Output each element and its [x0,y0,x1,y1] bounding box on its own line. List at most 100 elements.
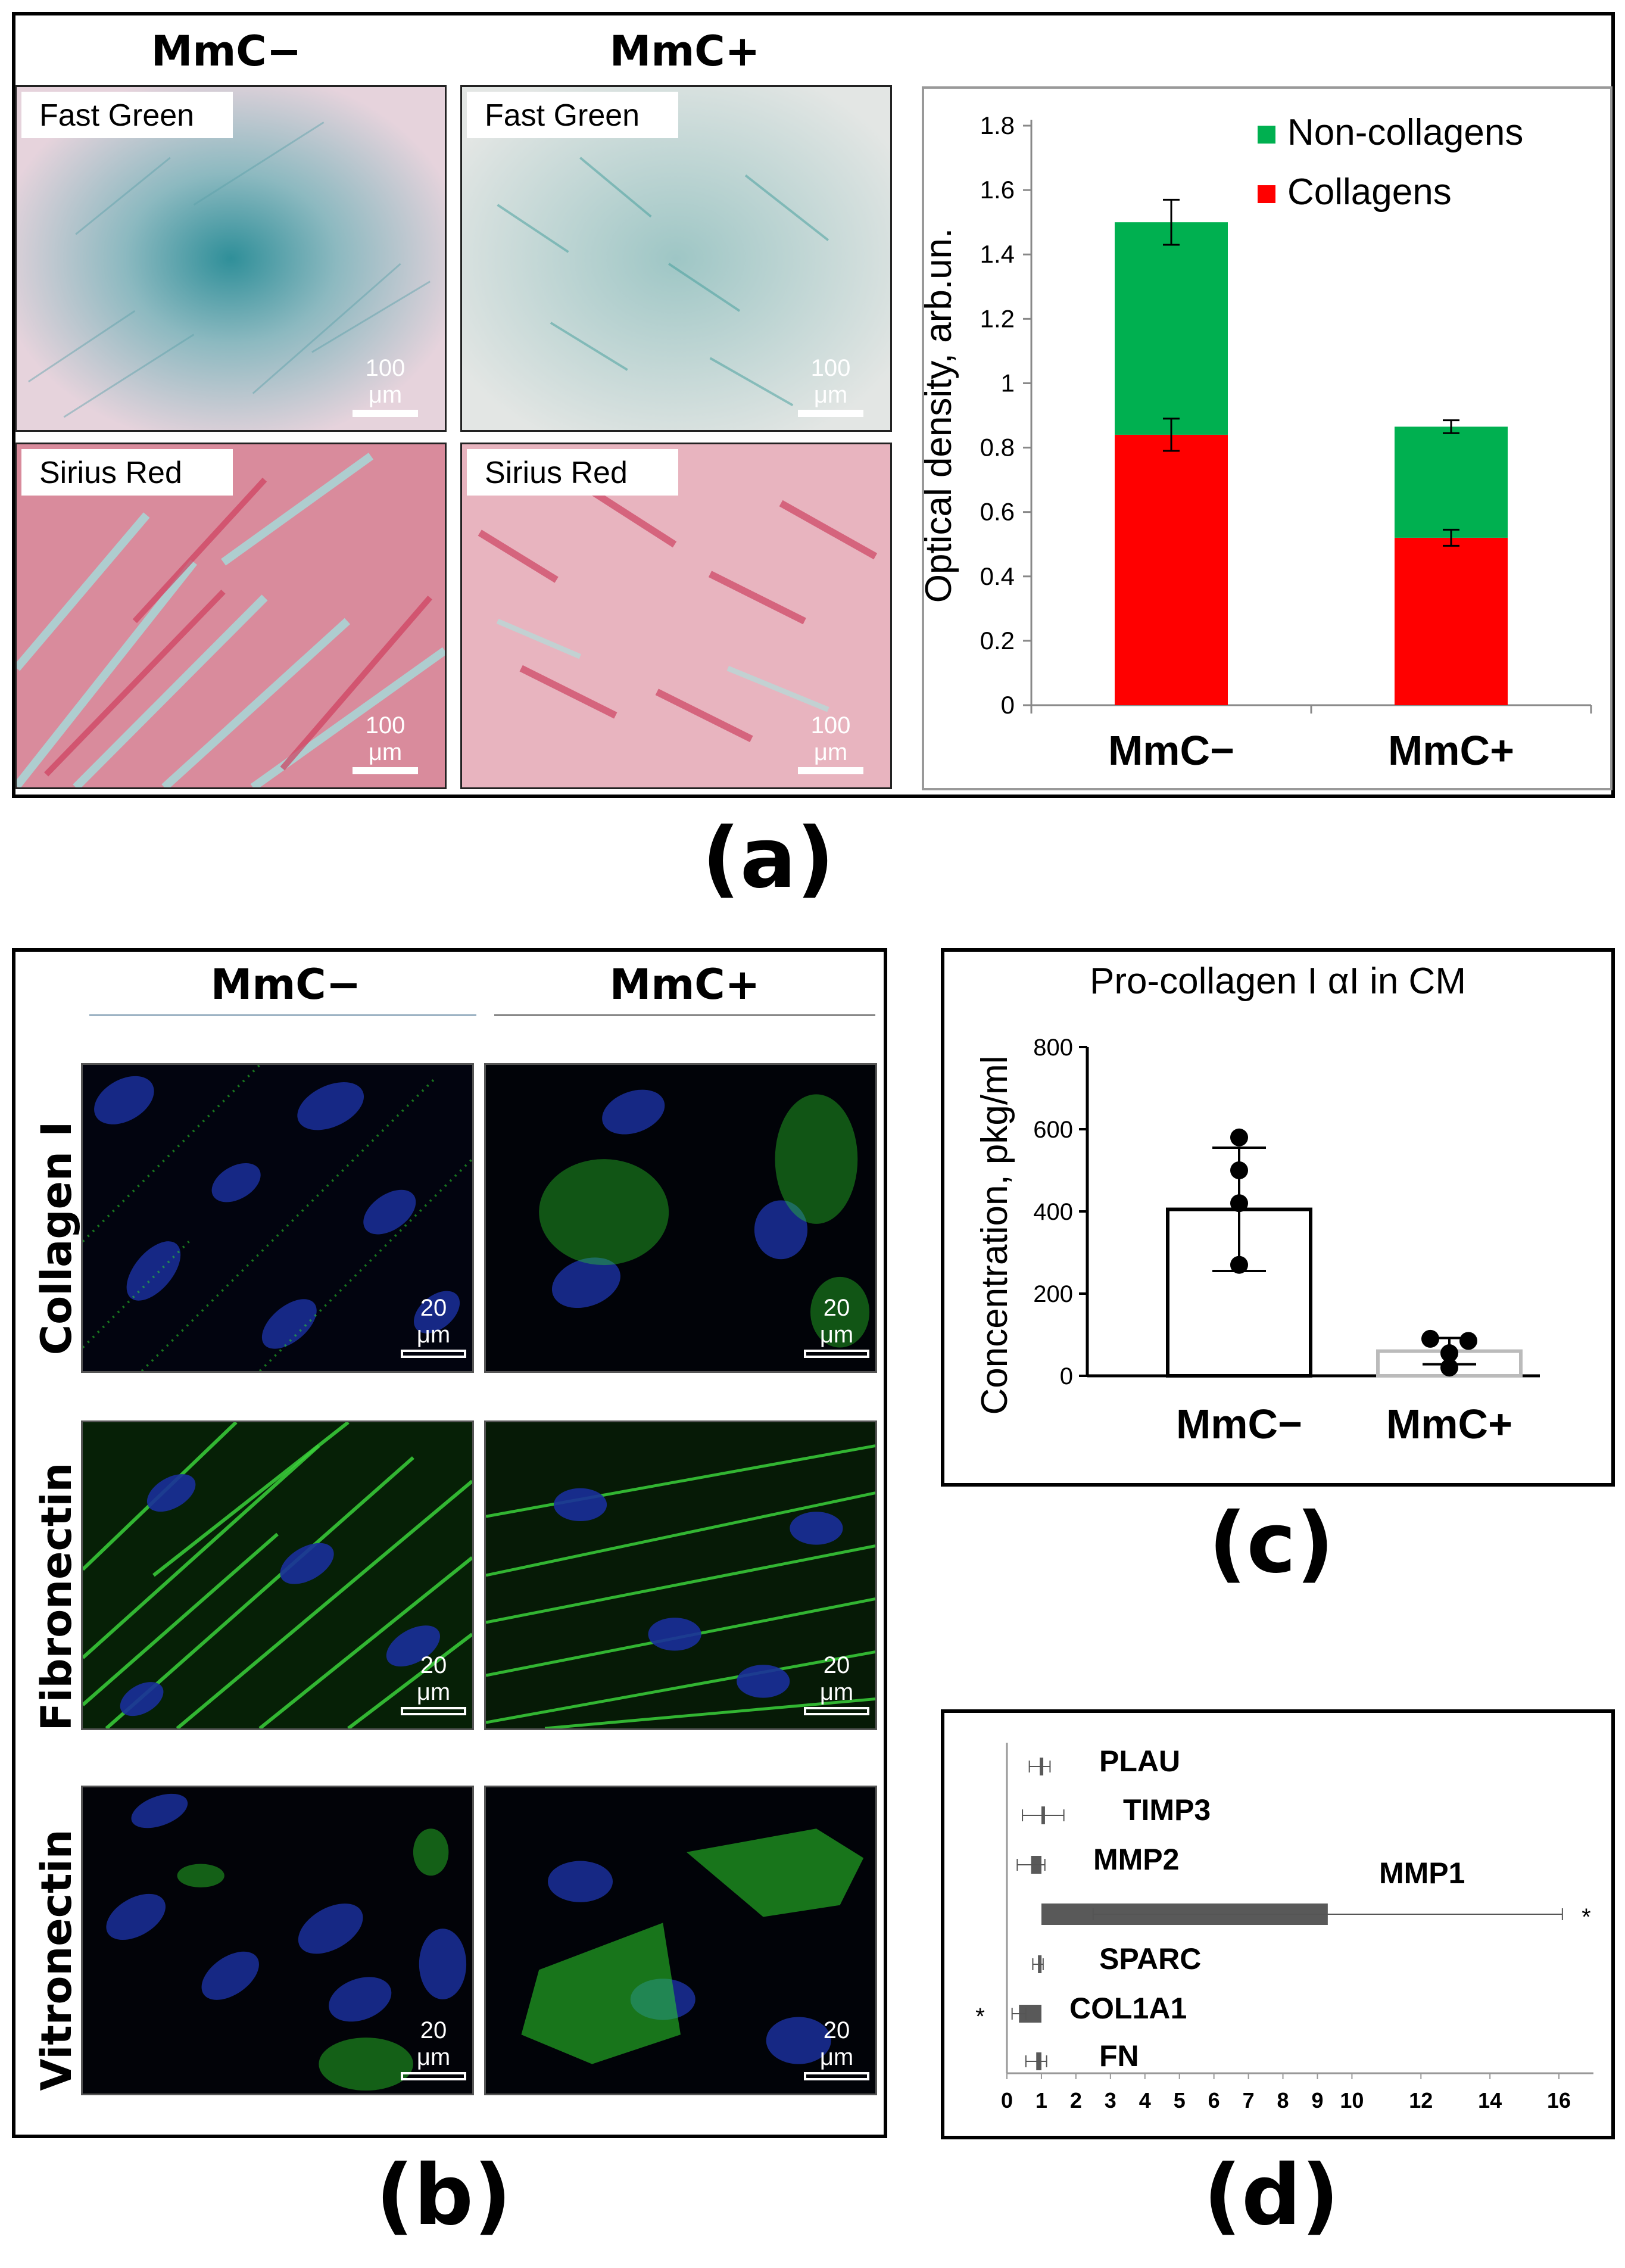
panel-a-frame [12,12,1615,798]
x-tick-label: 5 [1174,2088,1186,2113]
bar-collagens [1395,537,1508,705]
scale-bar: 20 μm [804,1652,869,1715]
scale-label: 20 μm [416,1652,451,1705]
scale-label: 100 μm [365,712,406,765]
scale-bar: 100 μm [798,355,863,417]
scale-bar-line [353,410,418,417]
significance-marker: * [1582,1904,1591,1930]
bar-label: PLAU [1099,1744,1180,1778]
scale-label: 20 μm [819,2017,854,2070]
x-tick-label: 4 [1139,2088,1151,2113]
data-point [1230,1128,1248,1147]
legend-label-non-collagens: Non-collagens [1287,112,1523,153]
bar-label: FN [1099,2039,1139,2073]
data-point [1421,1329,1439,1348]
scale-label: 100 μm [365,355,406,408]
x-tick-label: 16 [1547,2088,1571,2113]
y-tick-label: 1.4 [980,240,1015,268]
scale-bar: 20 μm [401,1652,466,1715]
stain-label: Sirius Red [467,449,678,496]
x-tick-label: MmC− [1176,1401,1302,1447]
scale-bar: 100 μm [353,355,418,417]
row-label-collagen-i: Collagen I [32,1121,81,1356]
y-axis-label: Optical density, arb.un. [924,228,959,603]
panel-d-letter: (d) [1203,2147,1340,2244]
chart-title: Pro-collagen I αI in CM [1090,961,1466,1002]
data-point [1230,1194,1248,1213]
if-fibronectin-mmc-minus: 20 μm [81,1420,474,1730]
scale-bar: 100 μm [798,712,863,774]
if-vitronectin-mmc-minus: 20 μm [81,1786,474,2095]
panel-a-letter: (a) [701,810,835,907]
y-tick-label: 400 [1033,1199,1073,1225]
bar-label: MMP2 [1093,1843,1179,1876]
y-tick-label: 0 [1060,1363,1073,1390]
panel-a-col-header-mmc-plus: MmC+ [609,27,760,76]
header-underline [494,1014,875,1016]
y-tick-label: 0.2 [980,627,1015,655]
scale-bar-line [804,1350,869,1358]
data-point [1440,1344,1458,1363]
chart-a: 0 0.2 0.4 0.6 0.8 1 1.2 1.4 1.6 1.8 Optical densit… [918,86,1612,790]
x-tick-label: MmC+ [1386,1401,1512,1447]
y-tick-label: 1.2 [980,304,1015,332]
micrograph-fast-green-mmc-minus: Fast Green 100 μm [15,85,447,432]
stain-label: Fast Green [21,92,233,138]
micrograph-sirius-red-mmc-minus: Sirius Red 100 μm [15,443,447,789]
scale-label: 100 μm [810,712,851,765]
scale-bar-line [804,1707,869,1715]
x-tick-label: 2 [1070,2088,1082,2113]
y-tick-label: 1.6 [980,176,1015,204]
bar-non-collagens [1115,222,1228,435]
x-tick-label: 8 [1277,2088,1289,2113]
y-tick-label: 1 [1001,369,1015,397]
scale-label: 20 μm [416,2017,451,2070]
data-point [1230,1161,1248,1179]
scale-bar-line [804,2072,869,2080]
micrograph-sirius-red-mmc-plus: Sirius Red 100 μm [460,443,892,789]
scale-label: 20 μm [819,1295,854,1348]
scale-bar-line [401,2072,466,2080]
scale-bar: 100 μm [353,712,418,774]
if-fibronectin-mmc-plus: 20 μm [484,1420,877,1730]
x-tick-label: 6 [1208,2088,1220,2113]
stain-label: Fast Green [467,92,678,138]
row-label-fibronectin: Fibronectin [32,1462,81,1731]
legend-swatch-collagens [1258,185,1275,203]
y-tick-label: 0.4 [980,562,1015,590]
x-tick-label: 10 [1340,2088,1364,2113]
x-tick-label: 12 [1409,2088,1433,2113]
x-tick-label: 14 [1478,2088,1502,2113]
chart-c-svg: Pro-collagen I αI in CM 0 200 400 600 800 Conc… [974,961,1540,1447]
x-tick-label: 1 [1035,2088,1047,2113]
bar-label: COL1A1 [1069,1992,1187,2025]
x-tick-label: 7 [1243,2088,1255,2113]
y-tick-label: 0.6 [980,498,1015,526]
y-tick-label: 600 [1033,1117,1073,1143]
scale-bar: 20 μm [804,1295,869,1358]
scale-bar: 20 μm [401,1295,466,1358]
legend-swatch-non-collagens [1258,126,1275,144]
panel-c-frame [941,948,1615,1487]
x-tick-label: 3 [1105,2088,1116,2113]
y-tick-label: 0.8 [980,434,1015,462]
panel-b-col-header-mmc-plus: MmC+ [609,960,760,1009]
scale-bar-line [798,767,863,774]
scale-bar-line [353,767,418,774]
x-tick-label: 9 [1311,2088,1323,2113]
scale-bar-line [401,1350,466,1358]
bar-non-collagens [1395,426,1508,538]
scale-bar: 20 μm [804,2017,869,2080]
bar-collagens [1115,434,1228,705]
scale-bar-line [798,410,863,417]
if-collagen-i-mmc-minus: 20 μm [81,1063,474,1373]
scale-bar-line [401,1707,466,1715]
header-underline [89,1014,476,1016]
panel-d-frame [941,1709,1615,2139]
legend-label-collagens: Collagens [1287,172,1452,213]
stain-label: Sirius Red [21,449,233,496]
scale-bar: 20 μm [401,2017,466,2080]
y-axis-label: Concentration, pkg/ml [974,1055,1015,1415]
scale-label: 100 μm [810,355,851,408]
